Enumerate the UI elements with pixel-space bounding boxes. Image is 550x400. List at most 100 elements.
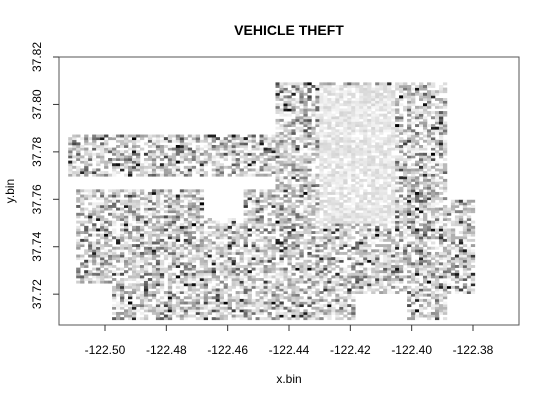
heatmap-cell — [191, 204, 197, 208]
heatmap-cell — [279, 262, 284, 266]
heatmap-cell — [207, 249, 213, 253]
heatmap-cell — [291, 220, 296, 224]
heatmap-cell — [383, 173, 388, 177]
heatmap-cell — [291, 155, 296, 159]
heatmap-cell — [191, 246, 197, 250]
heatmap-cell — [187, 306, 193, 310]
heatmap-cell — [438, 233, 444, 237]
heatmap-cell — [124, 278, 129, 281]
heatmap-cell — [423, 298, 428, 302]
heatmap-cell — [371, 189, 376, 193]
heatmap-cell — [319, 155, 324, 159]
heatmap-cell — [371, 144, 376, 148]
heatmap-cell — [442, 238, 448, 242]
heatmap-cell — [323, 191, 328, 195]
heatmap-cell — [131, 134, 137, 138]
heatmap-cell — [267, 249, 272, 253]
heatmap-cell — [355, 189, 360, 193]
heatmap-cell — [387, 108, 392, 112]
heatmap-cell — [347, 152, 352, 156]
heatmap-cell — [279, 270, 284, 274]
heatmap-cell — [307, 165, 312, 169]
heatmap-cell — [255, 259, 260, 263]
heatmap-cell — [112, 304, 117, 308]
heatmap-cell — [379, 103, 384, 107]
heatmap-cell — [279, 131, 284, 135]
heatmap-cell — [359, 228, 364, 232]
heatmap-cell — [128, 158, 133, 161]
heatmap-cell — [283, 215, 288, 219]
heatmap-cell — [315, 155, 320, 159]
heatmap-cell — [171, 204, 177, 208]
heatmap-cell — [331, 199, 336, 203]
heatmap-cell — [363, 204, 368, 208]
heatmap-cell — [88, 150, 93, 154]
heatmap-cell — [287, 121, 292, 125]
heatmap-cell — [379, 218, 384, 221]
heatmap-cell — [303, 311, 308, 315]
heatmap-cell — [371, 215, 376, 219]
heatmap-cell — [279, 249, 284, 253]
heatmap-cell — [419, 233, 424, 237]
heatmap-cell — [327, 82, 332, 86]
heatmap-cell — [275, 304, 280, 308]
heatmap-cell — [407, 118, 412, 122]
heatmap-cell — [116, 212, 121, 216]
heatmap-cell — [331, 298, 336, 302]
heatmap-cell — [128, 197, 133, 201]
heatmap-cell — [395, 228, 400, 232]
heatmap-cell — [359, 184, 364, 188]
heatmap-cell — [343, 181, 348, 185]
heatmap-cell — [279, 87, 284, 91]
heatmap-cell — [287, 298, 292, 302]
heatmap-cell — [291, 98, 296, 101]
heatmap-cell — [299, 126, 304, 130]
heatmap-cell — [239, 257, 244, 261]
heatmap-cell — [339, 283, 344, 287]
heatmap-cell — [355, 111, 360, 114]
heatmap-cell — [303, 165, 308, 169]
heatmap-cell — [275, 137, 280, 141]
heatmap-cell — [72, 142, 77, 146]
heatmap-cell — [287, 95, 292, 99]
heatmap-cell — [367, 152, 372, 156]
heatmap-cell — [407, 147, 412, 151]
heatmap-cell — [343, 280, 348, 284]
heatmap-cell — [207, 267, 213, 271]
heatmap-cell — [359, 288, 364, 292]
heatmap-cell — [327, 228, 332, 232]
heatmap-cell — [387, 249, 392, 253]
heatmap-cell — [343, 275, 348, 279]
heatmap-cell — [299, 155, 304, 159]
heatmap-cell — [191, 301, 197, 305]
heatmap-cell — [335, 111, 340, 114]
heatmap-cell — [135, 218, 141, 221]
heatmap-cell — [88, 160, 93, 164]
heatmap-cell — [271, 202, 276, 206]
heatmap-cell — [375, 272, 380, 276]
heatmap-cell — [167, 304, 173, 308]
heatmap-cell — [442, 249, 448, 253]
heatmap-cell — [423, 223, 428, 227]
heatmap-cell — [363, 225, 368, 229]
heatmap-cell — [299, 108, 304, 112]
heatmap-cell — [215, 147, 220, 151]
heatmap-cell — [84, 152, 89, 156]
heatmap-cell — [331, 103, 336, 107]
heatmap-cell — [275, 131, 280, 135]
heatmap-cell — [287, 134, 292, 138]
heatmap-cell — [96, 244, 101, 248]
heatmap-cell — [391, 197, 396, 201]
heatmap-cell — [187, 231, 193, 234]
heatmap-cell — [307, 311, 312, 315]
heatmap-cell — [235, 150, 240, 154]
heatmap-cell — [247, 285, 252, 289]
heatmap-cell — [323, 246, 328, 250]
heatmap-cell — [415, 288, 420, 292]
heatmap-cell — [251, 212, 256, 216]
heatmap-cell — [255, 298, 260, 302]
heatmap-cell — [423, 134, 428, 138]
heatmap-cell — [84, 168, 89, 172]
heatmap-cell — [403, 236, 408, 240]
heatmap-cell — [128, 199, 133, 203]
